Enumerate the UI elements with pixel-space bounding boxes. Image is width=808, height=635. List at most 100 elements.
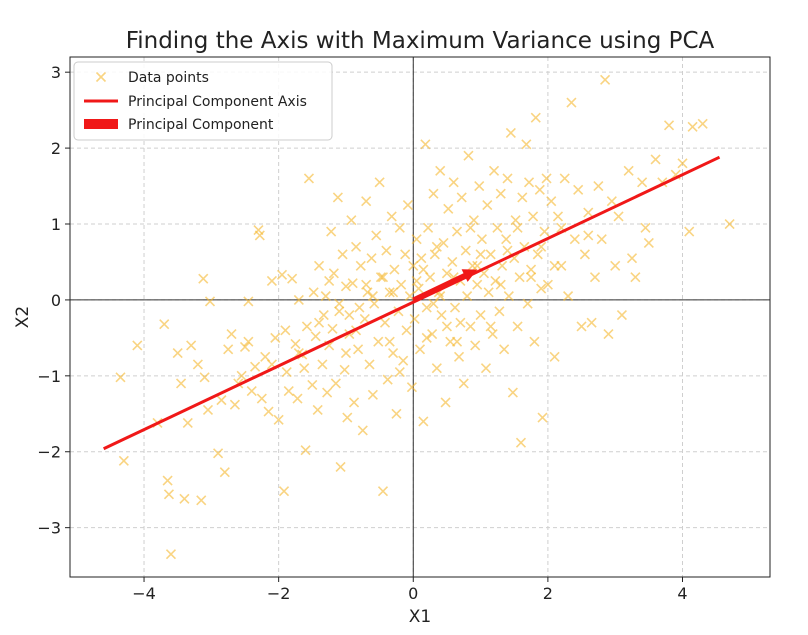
principal-component-arrow xyxy=(412,269,478,303)
data-point xyxy=(375,272,387,283)
data-point xyxy=(441,268,452,279)
data-point xyxy=(350,241,362,252)
data-point xyxy=(613,211,624,222)
data-point xyxy=(428,188,439,199)
data-point xyxy=(182,417,193,428)
data-point xyxy=(256,393,267,404)
data-point xyxy=(339,364,350,375)
data-point xyxy=(421,302,432,313)
data-point xyxy=(159,319,170,330)
data-point xyxy=(431,241,442,252)
data-point xyxy=(490,275,501,287)
data-point xyxy=(465,222,476,233)
data-point xyxy=(583,230,594,241)
data-point xyxy=(373,336,384,347)
data-point xyxy=(310,331,321,342)
y-tick-label: 0 xyxy=(51,291,61,310)
data-point xyxy=(474,180,485,192)
data-point xyxy=(389,264,400,275)
y-tick-label: 2 xyxy=(51,139,61,158)
data-point xyxy=(505,127,516,138)
data-point xyxy=(616,310,627,321)
data-point xyxy=(334,306,345,317)
data-point xyxy=(576,321,587,332)
data-point xyxy=(453,351,465,362)
data-point xyxy=(537,412,548,423)
data-point xyxy=(172,347,183,359)
data-point xyxy=(525,264,537,275)
data-point xyxy=(342,412,353,423)
data-point xyxy=(515,437,527,448)
data-point xyxy=(462,291,473,302)
data-point xyxy=(226,329,237,340)
data-point xyxy=(411,275,422,287)
data-point xyxy=(263,406,274,417)
data-point xyxy=(299,363,310,374)
data-point xyxy=(569,234,580,245)
data-point xyxy=(503,291,514,302)
data-point xyxy=(460,245,471,256)
data-point xyxy=(579,249,590,260)
data-point xyxy=(521,139,532,150)
data-point xyxy=(334,298,345,309)
data-point xyxy=(463,150,474,161)
data-point xyxy=(420,139,431,150)
data-point xyxy=(313,317,325,328)
data-point xyxy=(327,323,338,334)
y-tick-label: 3 xyxy=(51,63,61,82)
data-point xyxy=(593,180,604,192)
data-point xyxy=(281,366,292,378)
data-point xyxy=(344,310,355,321)
data-point xyxy=(213,448,224,459)
data-point xyxy=(559,173,570,184)
data-point xyxy=(455,317,466,328)
data-point xyxy=(418,264,429,275)
data-point xyxy=(394,222,405,233)
legend-marker-x xyxy=(95,71,107,83)
data-point xyxy=(435,291,446,302)
data-point xyxy=(596,234,607,245)
data-point xyxy=(480,363,492,374)
data-point xyxy=(600,74,611,85)
y-axis-label: X2 xyxy=(13,306,33,328)
data-point xyxy=(409,313,420,324)
legend-box xyxy=(73,61,333,141)
data-point xyxy=(546,196,557,207)
data-point xyxy=(476,234,487,245)
data-point xyxy=(318,310,329,321)
data-point xyxy=(411,234,422,245)
chart-title: Finding the Axis with Maximum Variance u… xyxy=(126,28,715,54)
data-point xyxy=(340,347,352,359)
data-point xyxy=(386,211,397,222)
data-point xyxy=(300,445,311,456)
data-point xyxy=(507,387,518,398)
data-point xyxy=(563,291,574,302)
data-point xyxy=(192,359,203,370)
data-point xyxy=(312,404,323,416)
data-point xyxy=(367,389,378,400)
data-point xyxy=(396,279,407,290)
data-point xyxy=(377,486,389,497)
data-point xyxy=(418,416,429,427)
data-point xyxy=(340,281,352,292)
data-point xyxy=(353,344,364,355)
data-point xyxy=(583,207,594,218)
data-point xyxy=(697,118,708,129)
data-point xyxy=(408,260,419,271)
data-point xyxy=(552,211,564,222)
data-point xyxy=(199,372,210,383)
data-point xyxy=(332,192,343,203)
data-point xyxy=(472,260,483,271)
data-point xyxy=(637,177,648,188)
data-point xyxy=(541,173,552,184)
data-point xyxy=(467,260,478,271)
data-point xyxy=(677,158,688,169)
data-point xyxy=(402,199,413,211)
data-point xyxy=(443,203,454,214)
data-point xyxy=(326,226,337,237)
data-point xyxy=(394,366,405,378)
data-point xyxy=(202,404,214,416)
data-point xyxy=(451,226,463,237)
data-point xyxy=(322,387,333,398)
data-point xyxy=(534,184,545,195)
